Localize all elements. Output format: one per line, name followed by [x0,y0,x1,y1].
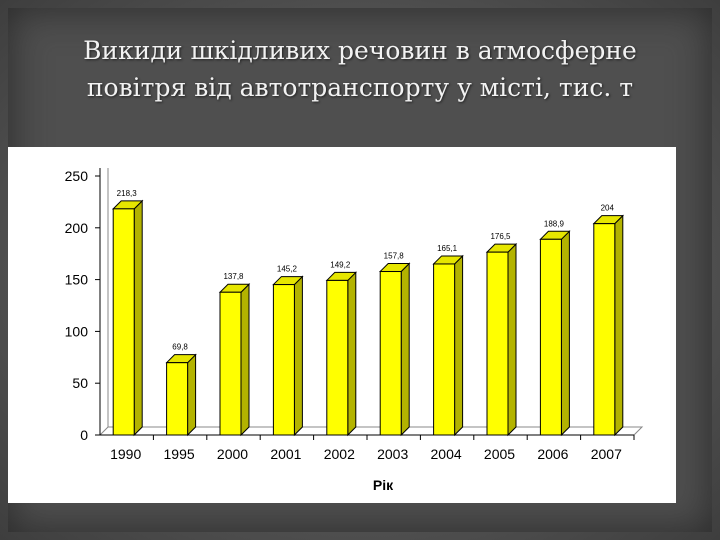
x-tick-label: 2007 [591,446,622,462]
bar [326,279,349,436]
chart-bars [111,199,625,437]
bar-side [187,353,197,437]
bar-side [240,283,250,437]
bar [486,251,509,436]
data-label: 176,5 [490,232,511,241]
bar [539,238,562,436]
y-tick-label: 250 [65,168,89,184]
bar-side [560,230,570,437]
y-tick-label: 200 [65,220,89,236]
bar-side [400,262,410,437]
chart-axes: 0 50 100 150 200 250 1990 1995 2000 2001 2002 2003 2… [65,168,644,462]
x-tick-label: 2000 [217,446,248,462]
bar-side [293,275,303,437]
bar-side [133,199,143,437]
data-label: 218,3 [117,189,138,198]
bar-side [507,242,517,437]
data-label: 165,1 [437,244,458,253]
x-tick-label: 2001 [270,446,301,462]
data-label: 69,8 [172,343,188,352]
slide-title-line-1: Викиди шкідливих речовин в атмосферне [83,36,637,65]
data-label: 137,8 [223,272,244,281]
x-tick-label: 1995 [164,446,195,462]
y-tick-label: 150 [65,272,89,288]
x-tick-label: 2005 [484,446,515,462]
data-label: 188,9 [544,219,565,228]
data-label: 204 [601,204,615,213]
y-tick-label: 100 [65,323,89,339]
x-tick-label: 2002 [324,446,355,462]
bar [272,284,295,436]
chart-wall-edge [99,168,109,436]
x-tick-label: 2004 [431,446,462,462]
bar [166,362,189,436]
y-tick-label: 0 [80,427,88,443]
data-label: 145,2 [277,265,298,274]
data-label: 157,8 [384,252,405,261]
bar [433,263,456,436]
slide-title-line-2: повітря від автотранспорту у місті, тис.… [86,73,634,102]
bar-side [454,254,464,437]
bar-side [347,271,357,437]
x-axis-label: Рік [373,477,394,493]
bar [379,271,402,436]
slide-title: Викиди шкідливих речовин в атмосферне по… [0,32,720,106]
bar [593,223,616,436]
bar [112,208,135,436]
y-tick-label: 50 [72,375,88,391]
x-tick-label: 1990 [110,446,141,462]
data-label: 149,2 [330,260,351,269]
x-tick-label: 2006 [537,446,568,462]
bar [219,291,242,436]
bar-side [614,214,624,437]
chart-panel: 0 50 100 150 200 250 1990 1995 2000 2001 2002 2003 2… [8,147,676,503]
bar-chart: 0 50 100 150 200 250 1990 1995 2000 2001 2002 2003 2… [65,168,644,493]
x-tick-label: 2003 [377,446,408,462]
chart-data-labels: 218,3 69,8 137,8 145,2 149,2 157,8 165,1 176,5 1… [117,189,615,352]
